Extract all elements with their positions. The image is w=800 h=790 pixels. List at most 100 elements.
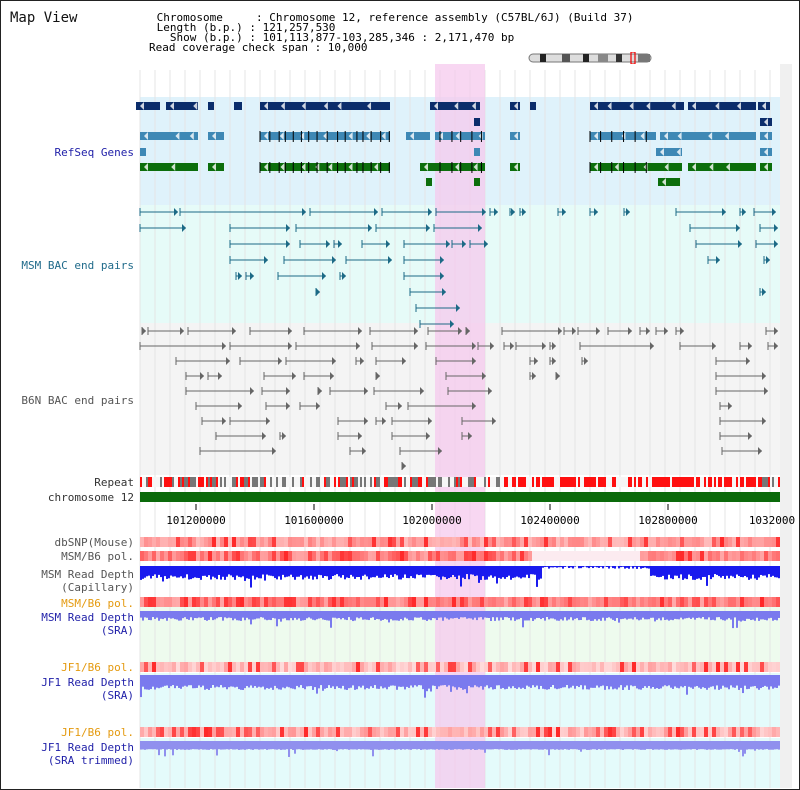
jf1-depth-sra-bar <box>476 675 478 687</box>
msm-b6-pol-2-strip <box>424 597 428 607</box>
msm-depth-capillary-bar <box>526 566 528 575</box>
jf1-depth-trimmed-bar <box>326 741 328 750</box>
repeat-segment <box>686 477 688 487</box>
msm-depth-capillary-bar <box>446 566 448 580</box>
msm-b6-pol-strip <box>676 551 680 561</box>
msm-b6-pol-2-strip <box>576 597 580 607</box>
jf1-depth-trimmed-bar <box>224 741 226 750</box>
msm-depth-sra-bar <box>312 611 314 620</box>
dbsnp-strip <box>304 537 308 547</box>
jf1-depth-sra-bar <box>302 675 304 689</box>
msm-depth-sra-bar <box>736 611 738 628</box>
jf1-depth-sra-bar <box>212 675 214 686</box>
jf1-depth-sra-bar <box>410 675 412 686</box>
jf1-b6-pol-strip <box>512 662 516 672</box>
msm-depth-capillary-bar <box>180 566 182 577</box>
jf1-depth-trimmed-bar <box>686 741 688 750</box>
msm-b6-pol-strip <box>336 551 340 561</box>
repeat-segment <box>440 477 442 487</box>
bac-end-arrow <box>522 208 526 216</box>
jf1-depth-sra-bar <box>562 675 564 688</box>
jf1-depth-sra-bar <box>346 675 348 690</box>
msm-depth-sra-bar <box>200 611 202 618</box>
msm-depth-sra-bar <box>226 611 228 619</box>
jf1-b6-pol-strip <box>496 662 500 672</box>
msm-depth-capillary-bar <box>752 566 754 575</box>
jf1-depth-trimmed-bar <box>376 741 378 750</box>
dbsnp-strip <box>396 537 400 547</box>
gene-strand-mark <box>455 132 460 140</box>
jf1-depth-sra-bar <box>702 675 704 688</box>
bac-end-arrow <box>774 342 778 350</box>
dbsnp-strip <box>400 537 404 547</box>
msm-depth-sra-bar <box>288 611 290 621</box>
gene-strand-mark <box>762 102 766 110</box>
chromosome-ideogram[interactable] <box>528 52 654 64</box>
dbsnp-strip <box>352 537 356 547</box>
repeat-segment <box>560 477 562 487</box>
jf1-b6-pol-2-strip <box>588 727 592 737</box>
jf1-depth-trimmed-bar <box>470 741 472 750</box>
bac-end-arrow <box>414 327 418 335</box>
msm-b6-pol-2-strip <box>428 597 432 607</box>
jf1-depth-sra-bar <box>186 675 188 687</box>
msm-b6-pol-2-strip <box>696 597 700 607</box>
dbsnp-strip <box>380 537 384 547</box>
repeat-segment <box>676 477 678 487</box>
msm-depth-capillary-bar <box>194 566 196 578</box>
jf1-b6-pol-strip <box>756 662 760 672</box>
jf1-depth-sra-bar <box>282 675 284 688</box>
jf1-depth-sra-bar <box>486 675 488 686</box>
jf1-depth-sra-bar <box>684 675 686 686</box>
jf1-b6-pol-strip <box>140 662 144 672</box>
msm-b6-pol-2-strip <box>612 597 616 607</box>
msm-depth-sra-bar <box>750 611 752 621</box>
jf1-depth-sra-bar <box>298 675 300 688</box>
jf1-b6-pol-strip <box>180 662 184 672</box>
jf1-depth-trimmed-bar <box>574 741 576 750</box>
msm-b6-pol-strip <box>544 551 548 561</box>
msm-depth-capillary-bar <box>320 566 322 576</box>
msm-depth-capillary-bar <box>674 566 676 576</box>
jf1-depth-trimmed-bar <box>752 741 754 750</box>
msm-depth-capillary-bar <box>452 566 454 575</box>
dbsnp-strip <box>468 537 472 547</box>
msm-b6-pol-strip <box>424 551 428 561</box>
dbsnp-strip <box>428 537 432 547</box>
jf1-depth-trimmed-bar <box>370 741 372 750</box>
msm-b6-pol-strip <box>652 551 656 561</box>
jf1-b6-pol-strip <box>732 662 736 672</box>
jf1-depth-sra-bar <box>658 675 660 689</box>
jf1-depth-sra-bar <box>406 675 408 687</box>
msm-depth-capillary-bar <box>672 566 674 580</box>
msm-depth-capillary-bar <box>224 566 226 580</box>
jf1-b6-pol-2-strip <box>200 727 204 737</box>
msm-depth-capillary-bar <box>294 566 296 580</box>
jf1-depth-sra-bar <box>546 675 548 690</box>
msm-depth-capillary-bar <box>740 566 742 578</box>
right-margin <box>780 64 792 788</box>
msm-depth-capillary-bar <box>524 566 526 578</box>
msm-depth-sra-bar <box>246 611 248 618</box>
msm-depth-capillary-bar <box>778 566 780 579</box>
repeat-segment <box>198 477 200 487</box>
jf1-depth-sra-bar <box>166 675 168 686</box>
bac-end-arrow <box>362 447 366 455</box>
jf1-depth-trimmed-bar <box>730 741 732 750</box>
msm-b6-pol-strip <box>556 551 560 561</box>
msm-depth-sra-bar <box>676 611 678 620</box>
msm-b6-pol-2-strip <box>432 597 436 607</box>
repeat-segment <box>542 477 544 487</box>
bac-end-arrow <box>440 272 444 280</box>
msm-depth-capillary-bar <box>536 566 538 587</box>
dbsnp-strip <box>648 537 652 547</box>
dbsnp-strip <box>584 537 588 547</box>
dbsnp-strip <box>212 537 216 547</box>
jf1-depth-trimmed-bar <box>256 741 258 750</box>
jf1-b6-pol-strip <box>168 662 172 672</box>
msm-depth-sra-bar <box>620 611 622 620</box>
jf1-depth-trimmed-bar <box>734 741 736 750</box>
msm-depth-sra-bar <box>356 611 358 618</box>
msm-b6-pol-strip <box>208 551 212 561</box>
